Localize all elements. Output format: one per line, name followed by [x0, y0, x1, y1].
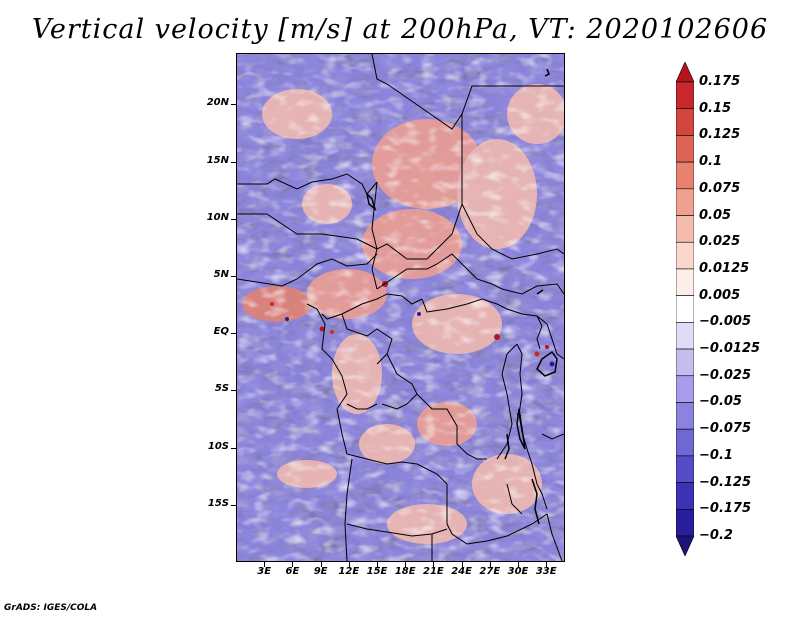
lat-tick-label: 15N — [206, 154, 229, 166]
colorbar-level-label: −0.2 — [699, 528, 733, 543]
colorbar-bin — [676, 375, 694, 403]
colorbar-bin — [676, 322, 694, 350]
lat-tick-label: 5N — [213, 269, 229, 281]
colorbar-level-label: −0.175 — [699, 501, 752, 517]
colorbar-bin — [676, 81, 694, 110]
colorbar-bin — [676, 402, 694, 430]
lon-tick-label: 30E — [507, 566, 529, 577]
lakes — [365, 68, 558, 525]
lon-tick-mark — [264, 562, 266, 567]
lat-tick-mark — [231, 504, 236, 506]
colorbar-level-label: 0.15 — [699, 100, 732, 116]
colorbar-bin — [676, 268, 694, 296]
lon-tick-label: 27E — [479, 566, 501, 577]
lon-tick-mark — [405, 562, 407, 567]
colorbar-bin — [676, 348, 694, 377]
lon-tick-mark — [348, 562, 350, 567]
colorbar-level-label: −0.075 — [699, 421, 752, 437]
chart-title: Vertical velocity [m/s] at 200hPa, VT: 2… — [31, 14, 769, 45]
lon-tick-mark — [489, 562, 491, 567]
colorbar-level-label: 0.005 — [699, 287, 741, 303]
colorbar-level-label: 0.0125 — [699, 260, 750, 276]
colorbar-bin — [676, 295, 694, 323]
colorbar-level-label: 0.125 — [699, 127, 741, 143]
lon-tick-label: 3E — [257, 566, 272, 577]
lat-tick-mark — [231, 161, 236, 163]
lat-tick-label: 5S — [214, 383, 229, 395]
colorbar — [676, 62, 694, 556]
colorbar-bin — [676, 161, 694, 190]
streak-layer — [237, 54, 564, 561]
lon-tick-mark — [461, 562, 463, 567]
lat-tick-label: 20N — [206, 97, 229, 109]
lon-tick-mark — [518, 562, 519, 567]
lon-tick-mark — [546, 562, 548, 567]
colorbar-level-label: −0.1 — [699, 447, 733, 463]
lat-tick-mark — [231, 390, 236, 392]
lon-tick-label: 33E — [535, 566, 557, 577]
colorbar-bin — [676, 62, 694, 83]
colorbar-bin — [676, 108, 694, 136]
colorbar-level-label: −0.025 — [699, 367, 752, 383]
lat-tick-mark — [231, 218, 236, 220]
colorbar-bin — [676, 215, 694, 243]
lat-tick-label: 10S — [207, 440, 229, 452]
colorbar-level-label: 0.1 — [699, 154, 723, 170]
colorbar-level-label: 0.05 — [699, 207, 732, 223]
lon-tick-label: 9E — [313, 566, 328, 577]
colorbar-bin — [676, 188, 694, 216]
colorbar-level-label: 0.075 — [699, 180, 741, 196]
credit-label: GrADS: IGES/COLA — [4, 603, 98, 613]
colorbar-level-label: −0.0125 — [699, 341, 761, 357]
lon-tick-label: 15E — [366, 566, 388, 577]
colorbar-bin — [676, 482, 694, 510]
colorbar-bin — [676, 241, 694, 270]
lon-tick-mark — [433, 562, 435, 567]
lon-tick-label: 21E — [423, 566, 444, 577]
colorbar-bin — [676, 508, 694, 537]
colorbar-level-label: −0.125 — [699, 474, 752, 490]
colorbar-level-label: 0.175 — [699, 74, 741, 89]
lon-tick-mark — [320, 562, 322, 567]
velocity-map — [237, 54, 564, 561]
borders — [237, 54, 564, 561]
lat-tick-label: 10N — [206, 211, 229, 223]
colorbar-level-label: 0.025 — [699, 234, 741, 250]
lon-tick-label: 18E — [394, 566, 416, 577]
colorbar-bin — [676, 455, 694, 483]
lat-tick-label: 15S — [207, 497, 229, 509]
colorbar-level-label: −0.005 — [699, 314, 752, 330]
colorbar-level-label: −0.05 — [699, 394, 742, 410]
strong-cells — [270, 281, 555, 367]
lon-tick-mark — [292, 562, 294, 567]
colorbar-bin — [676, 535, 694, 556]
lon-tick-label: 6E — [285, 566, 300, 577]
lon-tick-label: 12E — [338, 566, 360, 577]
colorbar-bin — [676, 135, 694, 163]
map-panel — [236, 53, 565, 562]
lon-tick-label: 24E — [451, 566, 472, 577]
lat-tick-mark — [231, 333, 236, 335]
lat-tick-mark — [231, 276, 236, 278]
lat-tick-label: EQ — [213, 326, 229, 338]
lat-tick-mark — [231, 447, 236, 449]
lat-tick-mark — [231, 104, 236, 106]
colorbar-bin — [676, 428, 694, 457]
lon-tick-mark — [377, 562, 378, 567]
